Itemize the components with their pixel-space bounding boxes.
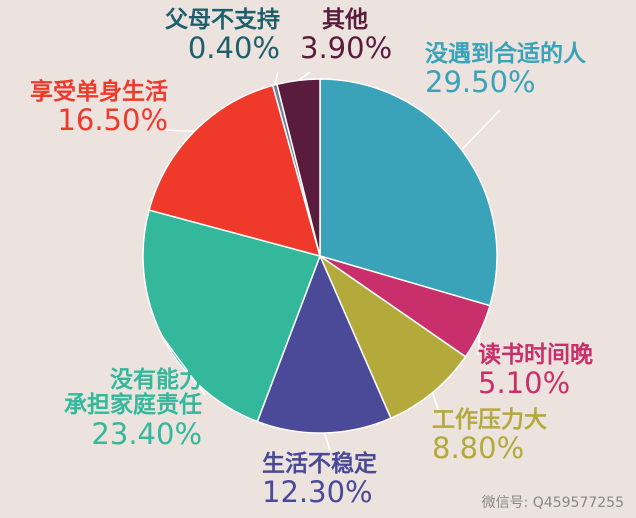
pie-slice bbox=[318, 253, 467, 420]
value-label: 29.50% bbox=[425, 65, 536, 100]
slice-label: 其他 3.90% bbox=[300, 7, 393, 66]
value-label: 5.10% bbox=[478, 366, 571, 401]
slice-label: 没遇到合适的人 29.50% bbox=[425, 41, 586, 100]
value-label: 8.80% bbox=[432, 431, 525, 466]
category-label: 其他 bbox=[322, 7, 368, 33]
value-label: 16.50% bbox=[57, 103, 168, 138]
leader-line bbox=[297, 71, 311, 81]
leader-line bbox=[461, 109, 501, 151]
pie-slice bbox=[256, 254, 392, 434]
category-label: 没有能力 承担家庭责任 bbox=[64, 367, 202, 419]
watermark: 微信号: Q459577255 bbox=[481, 495, 624, 511]
slice-label: 享受单身生活 16.50% bbox=[8, 79, 168, 138]
category-label: 工作压力大 bbox=[432, 407, 547, 433]
slice-label: 工作压力大 8.80% bbox=[432, 407, 547, 466]
category-label: 读书时间晚 bbox=[478, 342, 593, 368]
category-label: 生活不稳定 bbox=[262, 451, 377, 477]
leader-line bbox=[164, 129, 195, 133]
slice-label: 读书时间晚 5.10% bbox=[478, 342, 593, 401]
leader-line bbox=[161, 336, 206, 396]
value-label: 12.30% bbox=[262, 475, 373, 510]
leader-line bbox=[323, 432, 331, 451]
category-label: 享受单身生活 bbox=[30, 79, 168, 105]
leader-line bbox=[431, 392, 441, 416]
slice-label: 父母不支持 0.40% bbox=[140, 7, 280, 66]
slice-label: 没有能力 承担家庭责任 23.40% bbox=[62, 367, 202, 451]
value-label: 3.90% bbox=[300, 31, 393, 66]
slice-label: 生活不稳定 12.30% bbox=[262, 451, 377, 510]
category-label: 没遇到合适的人 bbox=[425, 41, 586, 67]
value-label: 23.40% bbox=[91, 416, 202, 451]
pie-slice bbox=[148, 84, 322, 258]
value-label: 0.40% bbox=[187, 31, 280, 66]
leader-line bbox=[477, 332, 481, 356]
leader-line bbox=[274, 71, 279, 86]
category-label: 父母不支持 bbox=[165, 7, 280, 33]
